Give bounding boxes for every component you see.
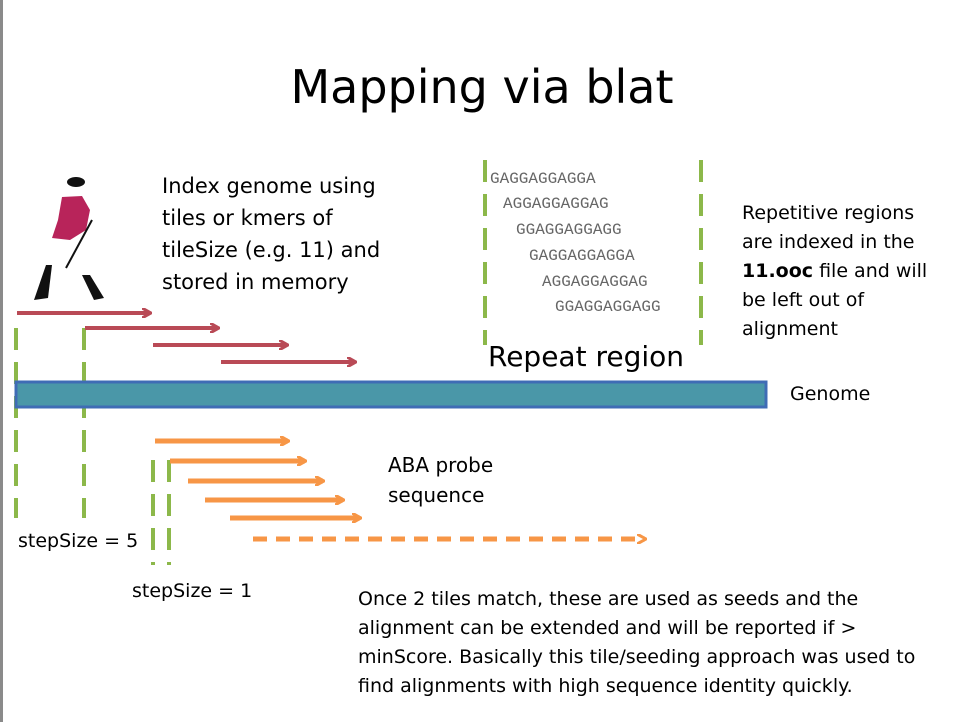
tile-arrows [17, 313, 355, 362]
ooc-file-name: 11.ooc [742, 260, 814, 282]
repetitive-text-end: file and will be left out of alignment [742, 260, 928, 340]
striding-man-logo-icon [34, 177, 104, 300]
probe-arrows [155, 441, 645, 539]
genome-label: Genome [790, 383, 871, 405]
stepsize-1-label: stepSize = 1 [132, 580, 253, 602]
stepsize-5-label: stepSize = 5 [18, 530, 139, 552]
repetitive-text-start: Repetitive regions are indexed in the [742, 202, 915, 253]
slide-title: Mapping via blat [290, 60, 674, 114]
repeat-sequence: GGAGGAGGAGG [516, 221, 622, 239]
repeat-region-label: Repeat region [488, 340, 685, 373]
repeat-sequence: AGGAGGAGGAG [503, 195, 609, 213]
repeat-sequence: AGGAGGAGGAG [542, 273, 648, 291]
repeat-sequence: GAGGAGGAGGA [490, 170, 596, 188]
seeding-explanation-text: Once 2 tiles match, these are used as se… [358, 588, 916, 697]
step-markers [14, 160, 703, 565]
repetitive-regions-text: Repetitive regions are indexed in the 11… [742, 199, 964, 344]
slide-border [0, 0, 3, 722]
genome-bar [14, 380, 768, 409]
repeat-sequence: GAGGAGGAGGA [529, 247, 635, 265]
aba-probe-label: ABA probe sequence [388, 453, 494, 507]
repeat-sequence: GGAGGAGGAGG [555, 298, 661, 316]
index-genome-text: Index genome using tiles or kmers of til… [162, 174, 381, 294]
